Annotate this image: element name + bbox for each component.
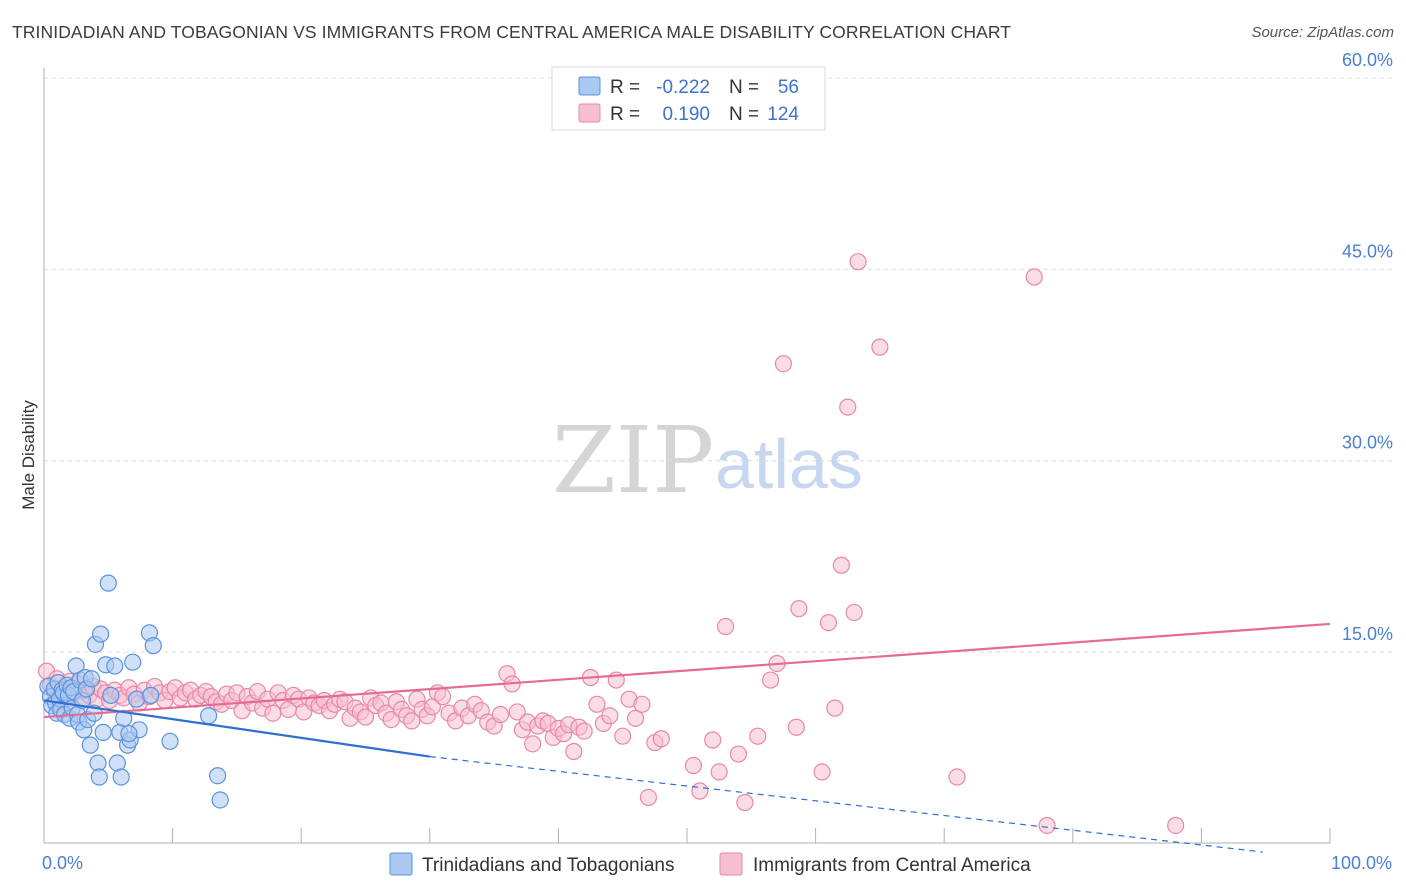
blue-point-46 [127,690,146,708]
blue-point-50 [120,725,138,743]
pink-point-91 [491,705,510,724]
watermark-zip: ZIP [552,407,714,514]
blue-point-33 [91,625,110,643]
y-tick-label-15: 15.0% [1342,624,1393,644]
pink-outlier-point-6 [736,793,754,812]
blue-point-51 [142,686,160,704]
pink-outlier-point-5 [729,745,748,763]
blue-point-32 [90,768,108,786]
blue-point-45 [124,653,142,671]
trend-layer [43,622,1331,853]
bottom-legend-swatch-blue [389,852,413,876]
legend-swatch-pink [578,103,601,123]
chart-title: TRINIDADIAN AND TOBAGONIAN VS IMMIGRANTS… [12,22,1012,42]
blue-point-28 [82,670,101,688]
legend-swatch-blue [578,76,601,96]
pink-outlier-point-3 [710,763,728,781]
bottom-legend: Trinidadians and Tobagonians Immigrants … [389,852,1031,876]
pink-point-109 [588,695,606,713]
pink-outlier-point-17 [839,398,857,416]
y-tick-label-layer: 15.0% 30.0% 45.0% 60.0% [1342,50,1393,644]
pink-trend-line [43,622,1331,719]
legend-n-value-1: 56 [778,77,799,98]
pink-point-107 [575,722,593,740]
pink-point-116 [633,695,651,713]
pink-outlier-point-24 [1167,816,1185,835]
bottom-legend-swatch-pink [719,852,743,876]
blue-point-27 [81,736,99,754]
pink-outlier-point-14 [819,614,838,632]
pink-point-67 [356,708,375,726]
pink-point-82 [434,688,452,706]
pink-point-111 [601,707,619,725]
blue-point-54 [209,767,227,785]
pink-outlier-point-20 [871,338,889,356]
chart-source: Source: ZipAtlas.com [1251,24,1394,41]
x-tick-label-min: 0.0% [42,853,83,873]
blue-point-37 [102,686,120,704]
bottom-legend-label-2: Immigrants from Central America [753,855,1031,876]
bottom-legend-label-1: Trinidadians and Tobagonians [422,855,674,876]
blue-point-38 [106,657,124,675]
legend-n-label-2: N = [729,104,759,125]
blue-point-52 [161,732,179,750]
pink-outlier-point-8 [761,671,780,689]
pink-point-94 [508,703,526,721]
blue-trend-dashed [429,755,1263,853]
legend-r-label-2: R = [610,104,640,125]
pink-outlier-point-18 [845,603,863,622]
y-axis-label: Male Disability [19,400,38,510]
x-tick-layer [172,828,1331,843]
legend-n-value-2: 124 [767,104,799,125]
pink-outlier-point-16 [832,556,850,574]
blue-trend-line [43,699,430,758]
blue-point-39 [108,754,126,772]
legend-r-value-2: 0.190 [662,104,710,125]
blue-point-36 [99,574,117,592]
top-legend: R = -0.222 N = 56 R = 0.190 N = 124 [551,66,826,131]
pink-outlier-point-11 [787,718,805,736]
pink-point-97 [524,735,542,753]
pink-outlier-point-13 [813,763,831,781]
y-tick-label-45: 45.0% [1342,241,1393,261]
legend-r-label-1: R = [610,77,640,98]
y-tick-label-30: 30.0% [1342,433,1393,453]
pink-outlier-point-2 [691,782,709,800]
blue-point-34 [94,723,112,741]
x-tick-label-max: 100.0% [1331,853,1392,873]
pink-outlier-point-21 [948,768,966,786]
pink-outlier-point-23 [1038,816,1056,835]
pink-outlier-point-1 [684,756,703,775]
blue-point-55 [211,791,229,809]
points-layer [37,253,1185,835]
pink-outlier-point-22 [1025,268,1043,286]
pink-point-113 [614,727,632,745]
pink-outlier-point-0 [704,731,722,749]
blue-point-41 [112,768,130,786]
blue-point-53 [200,707,218,725]
pink-point-119 [652,730,670,748]
pink-outlier-point-19 [849,253,867,271]
blue-point-49 [144,637,162,655]
grid-layer [44,77,1395,653]
pink-outlier-point-10 [774,355,793,373]
y-tick-label-60: 60.0% [1342,50,1393,70]
pink-point-115 [626,709,645,727]
legend-r-value-1: -0.222 [656,77,710,98]
watermark-atlas: atlas [715,425,863,503]
pink-outlier-point-15 [826,699,844,717]
legend-n-label-1: N = [729,77,759,98]
pink-point-105 [565,742,583,761]
pink-outlier-point-4 [716,617,735,636]
pink-outlier-point-7 [749,727,767,745]
pink-outlier-point-12 [790,600,808,618]
pink-point-117 [639,788,658,807]
pink-point-76 [403,712,421,730]
